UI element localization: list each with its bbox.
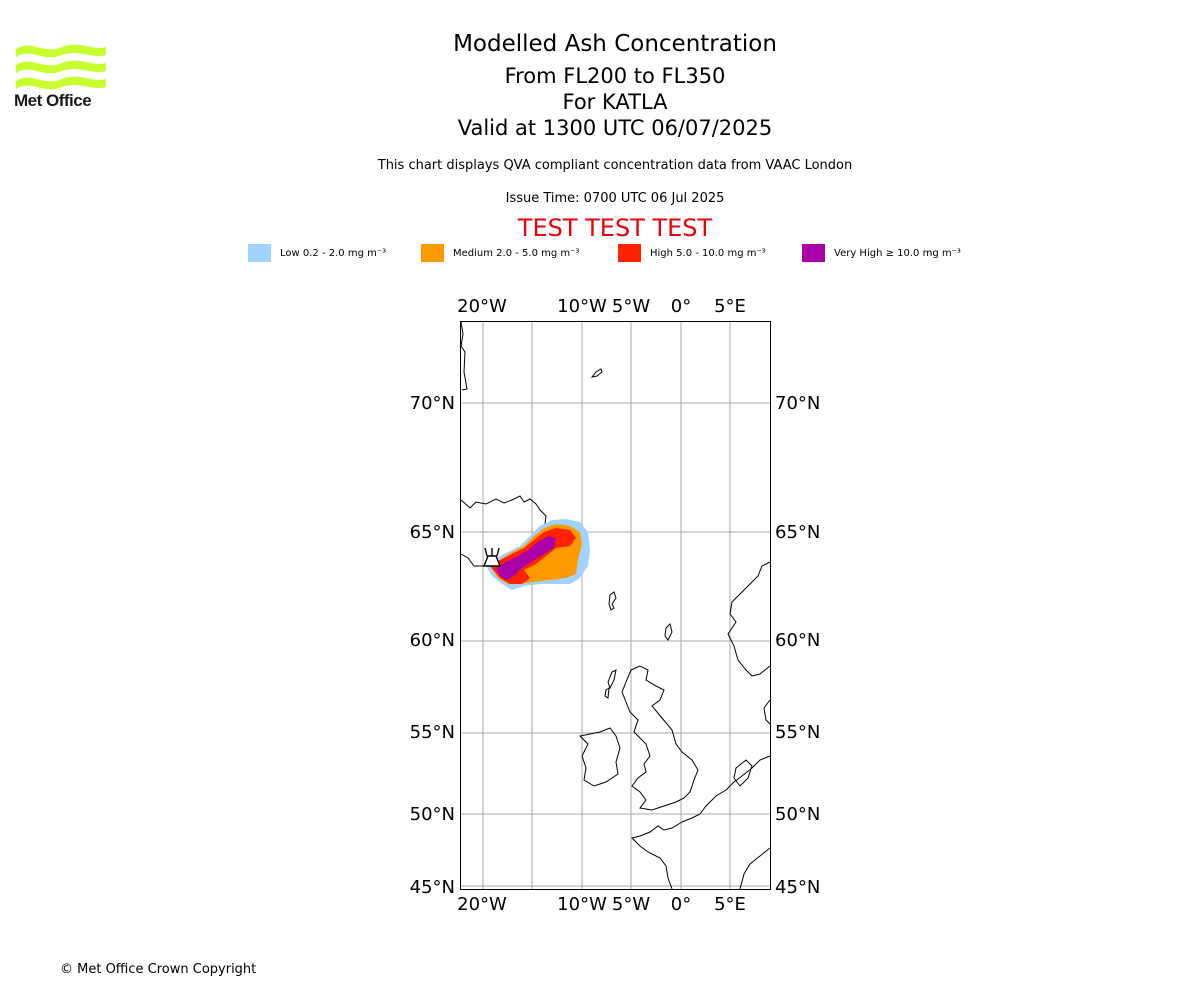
legend-item-medium: Medium 2.0 - 5.0 mg m⁻³ [421,244,579,262]
lon-ticks-bottom: 20°W 10°W 5°W 0° 5°E [457,894,746,915]
legend-swatch-low [248,244,271,262]
great-britain [621,665,699,811]
legend-item-high: High 5.0 - 10.0 mg m⁻³ [618,244,766,262]
greenland-coast [460,321,468,391]
denmark [733,759,753,787]
legend-swatch-very-high [802,244,825,262]
tick-left-60n: 60°N [410,630,455,651]
tick-bottom-10w: 10°W [557,894,607,915]
tick-left-70n: 70°N [410,393,455,414]
tick-top-20w: 20°W [457,296,507,317]
tick-top-10w: 10°W [557,296,607,317]
issue-time: Issue Time: 0700 UTC 06 Jul 2025 [505,191,725,206]
legend-swatch-high [618,244,641,262]
tick-bottom-20w: 20°W [457,894,507,915]
qva-note: This chart displays QVA compliant concen… [377,158,853,173]
tick-right-60n: 60°N [775,630,820,651]
met-office-logo-icon [16,44,106,90]
gridlines [461,322,770,889]
lat-ticks-left: 70°N 65°N 60°N 55°N 50°N 45°N [410,393,455,898]
flight-levels: From FL200 to FL350 [504,64,726,88]
lon-ticks-top: 20°W 10°W 5°W 0° 5°E [457,296,746,317]
tick-left-65n: 65°N [410,522,455,543]
copyright: © Met Office Crown Copyright [60,962,257,977]
tick-right-70n: 70°N [775,393,820,414]
tick-bottom-5e: 5°E [714,894,746,915]
lat-ticks-right: 70°N 65°N 60°N 55°N 50°N 45°N [775,393,820,898]
faroe-islands [608,591,617,611]
legend-item-low: Low 0.2 - 2.0 mg m⁻³ [248,244,386,262]
legend-label-medium: Medium 2.0 - 5.0 mg m⁻³ [453,247,580,259]
legend-swatch-medium [421,244,444,262]
france-coast [631,821,683,890]
tick-top-5e: 5°E [714,296,746,317]
volcano-icon [482,547,502,567]
europe-south-coast [739,847,771,890]
valid-time: Valid at 1300 UTC 06/07/2025 [457,116,773,140]
norway-coast [727,561,771,677]
ireland [578,727,621,787]
ash-plume [486,519,590,590]
legend-label-very-high: Very High ≥ 10.0 mg m⁻³ [834,247,961,259]
test-banner: TEST TEST TEST [517,214,713,242]
legend-label-low: Low 0.2 - 2.0 mg m⁻³ [280,247,387,259]
north-europe-coast [681,699,771,823]
tick-bottom-5w: 5°W [612,894,650,915]
ash-very-high [496,536,556,580]
legend-label-high: High 5.0 - 10.0 mg m⁻³ [650,247,766,259]
map-frame [460,321,771,890]
tick-left-45n: 45°N [410,877,455,898]
tick-right-55n: 55°N [775,722,820,743]
tick-left-55n: 55°N [410,722,455,743]
tick-bottom-0: 0° [671,894,691,915]
tick-top-5w: 5°W [612,296,650,317]
logo-text: Met Office [14,91,92,110]
volcano-name: For KATLA [562,90,668,114]
shetland [664,623,673,641]
tick-right-45n: 45°N [775,877,820,898]
tick-right-50n: 50°N [775,804,820,825]
jan-mayen [590,368,603,378]
hebrides [604,669,617,699]
tick-left-50n: 50°N [410,804,455,825]
tick-top-0: 0° [671,296,691,317]
chart-title: Modelled Ash Concentration [453,31,777,57]
legend-item-very-high: Very High ≥ 10.0 mg m⁻³ [802,244,961,262]
tick-right-65n: 65°N [775,522,820,543]
